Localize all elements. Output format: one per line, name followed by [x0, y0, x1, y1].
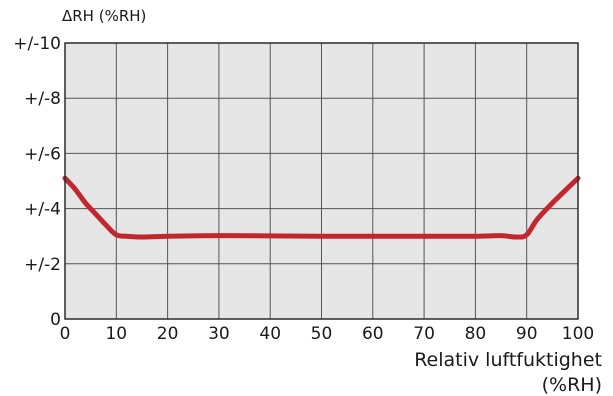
x-tick-label: 50 — [311, 324, 333, 344]
y-tick-label: 0 — [50, 310, 61, 330]
x-axis-title-line2: (%RH) — [542, 374, 602, 396]
x-tick-label: 30 — [208, 324, 230, 344]
x-tick-label: 80 — [465, 324, 487, 344]
x-tick-label: 40 — [259, 324, 281, 344]
y-axis-title: ΔRH (%RH) — [62, 7, 146, 25]
x-tick-label: 70 — [413, 324, 435, 344]
y-tick-label: +/-2 — [24, 255, 61, 275]
y-tick-labels: 0 +/-2 +/-4 +/-6 +/-8 +/-10 — [13, 34, 61, 330]
x-tick-label: 0 — [60, 324, 71, 344]
x-tick-labels: 0 10 20 30 40 50 60 70 80 90 100 — [60, 324, 595, 344]
y-tick-label: +/-6 — [24, 144, 61, 164]
x-tick-label: 20 — [157, 324, 179, 344]
x-tick-label: 100 — [562, 324, 594, 344]
x-tick-label: 60 — [362, 324, 384, 344]
plot-border — [64, 42, 579, 320]
x-tick-label: 10 — [105, 324, 127, 344]
y-tick-label: +/-8 — [24, 89, 61, 109]
y-tick-label: +/-4 — [24, 200, 61, 220]
x-axis-title-line1: Relativ luftfuktighet — [414, 349, 602, 371]
series-line — [62, 175, 581, 240]
x-tick-label: 90 — [516, 324, 538, 344]
y-tick-label: +/-10 — [13, 34, 61, 54]
